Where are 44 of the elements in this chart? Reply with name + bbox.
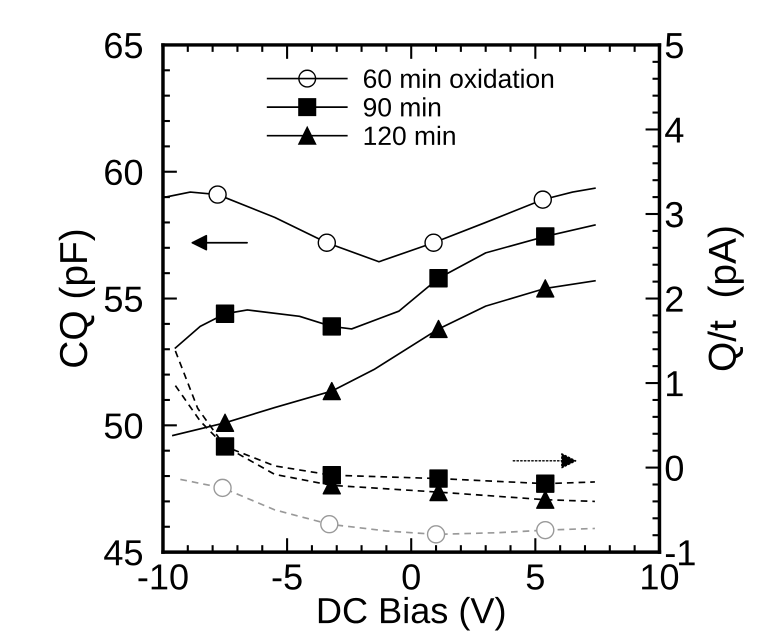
y2-tick-label: 1 — [667, 371, 683, 396]
point — [320, 515, 338, 534]
legend-label: 120 min — [364, 126, 455, 146]
point — [429, 469, 448, 488]
x-tick-label: 5 — [526, 564, 544, 590]
point — [536, 474, 554, 493]
point — [322, 317, 341, 336]
y2-axis-title: Q/t (pA) — [708, 227, 744, 370]
legend-label: 90 min — [364, 97, 440, 117]
point — [536, 490, 554, 509]
point — [208, 185, 227, 204]
line-series — [174, 224, 596, 349]
y-tick-label: 50 — [104, 413, 142, 439]
y-tick-label: 65 — [105, 32, 142, 58]
y2-tick-label: 3 — [666, 202, 683, 228]
point — [536, 279, 554, 298]
point — [424, 234, 443, 252]
x-axis-title: DC Bias (V) — [318, 596, 504, 631]
y2-tick-label: 2 — [666, 286, 683, 312]
point — [216, 414, 234, 432]
y2-tick-label: 0 — [666, 455, 683, 482]
point — [426, 525, 446, 544]
x-tick-label: -5 — [272, 564, 302, 590]
y-tick-label: 45 — [104, 540, 142, 566]
legend-label: 60 min oxidation — [364, 68, 554, 88]
point — [213, 478, 232, 498]
y2-tick-label: 5 — [666, 33, 683, 58]
point — [216, 304, 234, 323]
point — [536, 520, 554, 540]
point — [318, 234, 336, 252]
y-axis-title: CQ (pF) — [58, 230, 96, 367]
point — [429, 269, 448, 288]
point — [429, 320, 448, 338]
y-tick-label: 55 — [104, 286, 142, 312]
point — [216, 437, 234, 456]
y2-tick-label: -1 — [666, 540, 695, 566]
y-tick-label: 60 — [105, 160, 142, 186]
x-tick-label: 10 — [642, 564, 678, 590]
point — [322, 382, 341, 400]
y2-tick-label: 4 — [665, 118, 684, 143]
point — [534, 190, 552, 209]
point — [536, 227, 554, 246]
x-tick-label: -10 — [138, 564, 188, 590]
x-tick-label: 0 — [402, 564, 420, 590]
